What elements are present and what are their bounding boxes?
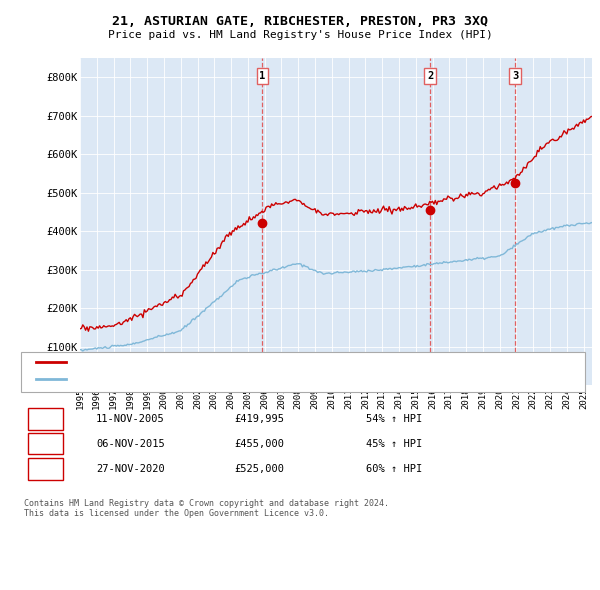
Text: Price paid vs. HM Land Registry's House Price Index (HPI): Price paid vs. HM Land Registry's House …: [107, 30, 493, 40]
Text: 21, ASTURIAN GATE, RIBCHESTER, PRESTON, PR3 3XQ: 21, ASTURIAN GATE, RIBCHESTER, PRESTON, …: [112, 15, 488, 28]
Text: 45% ↑ HPI: 45% ↑ HPI: [366, 439, 422, 448]
Text: £525,000: £525,000: [234, 464, 284, 474]
Text: 2: 2: [42, 439, 49, 448]
Text: Contains HM Land Registry data © Crown copyright and database right 2024.
This d: Contains HM Land Registry data © Crown c…: [24, 499, 389, 518]
Text: 06-NOV-2015: 06-NOV-2015: [96, 439, 165, 448]
Text: 21, ASTURIAN GATE, RIBCHESTER, PRESTON, PR3 3XQ (detached house): 21, ASTURIAN GATE, RIBCHESTER, PRESTON, …: [75, 357, 451, 366]
Text: 60% ↑ HPI: 60% ↑ HPI: [366, 464, 422, 474]
Text: £419,995: £419,995: [234, 414, 284, 424]
Text: 1: 1: [42, 414, 49, 424]
Text: 27-NOV-2020: 27-NOV-2020: [96, 464, 165, 474]
Text: 3: 3: [512, 71, 518, 81]
Text: £455,000: £455,000: [234, 439, 284, 448]
Text: 2: 2: [427, 71, 433, 81]
Text: 54% ↑ HPI: 54% ↑ HPI: [366, 414, 422, 424]
Text: HPI: Average price, detached house, Ribble Valley: HPI: Average price, detached house, Ribb…: [75, 375, 363, 384]
Text: 11-NOV-2005: 11-NOV-2005: [96, 414, 165, 424]
Text: 1: 1: [259, 71, 266, 81]
Text: 3: 3: [42, 464, 49, 474]
